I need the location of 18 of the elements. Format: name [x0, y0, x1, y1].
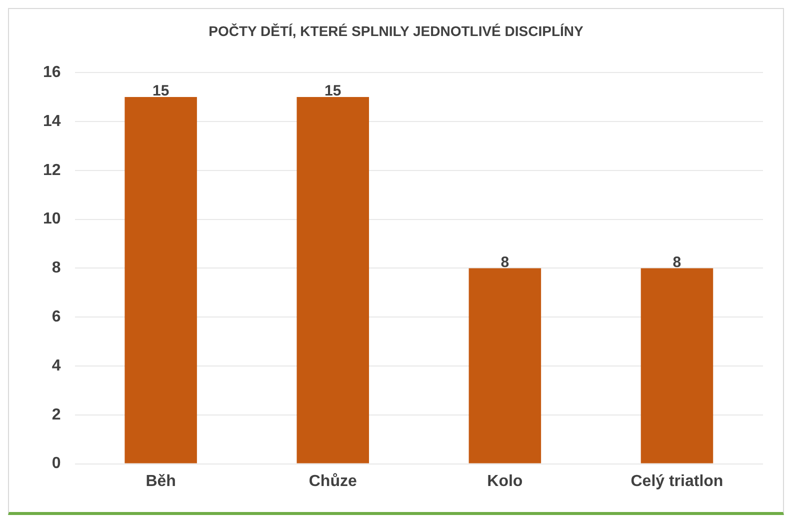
x-tick-label: Kolo [487, 472, 523, 490]
y-tick-label: 10 [43, 210, 61, 228]
data-label: 8 [672, 254, 682, 271]
chart-title: POČTY DĚTÍ, KTERÉ SPLNILY JEDNOTLIVÉ DISCIPLÍNY [208, 23, 584, 39]
y-tick-label: 14 [43, 112, 61, 130]
y-tick-label: 0 [52, 455, 61, 472]
y-tick-label: 8 [52, 260, 61, 277]
y-tick-label: 6 [52, 308, 61, 326]
data-label: 15 [152, 82, 170, 100]
x-tick-label: Celý triatlon [630, 472, 724, 490]
data-label: 15 [324, 82, 342, 100]
x-tick-label: Běh [146, 472, 176, 490]
y-tick-label: 12 [43, 162, 61, 179]
y-tick-label: 2 [52, 406, 61, 424]
y-tick-label: 16 [43, 64, 61, 82]
y-tick-label: 4 [52, 357, 61, 374]
x-tick-label: Chůze [308, 472, 357, 490]
data-label: 8 [500, 254, 510, 271]
